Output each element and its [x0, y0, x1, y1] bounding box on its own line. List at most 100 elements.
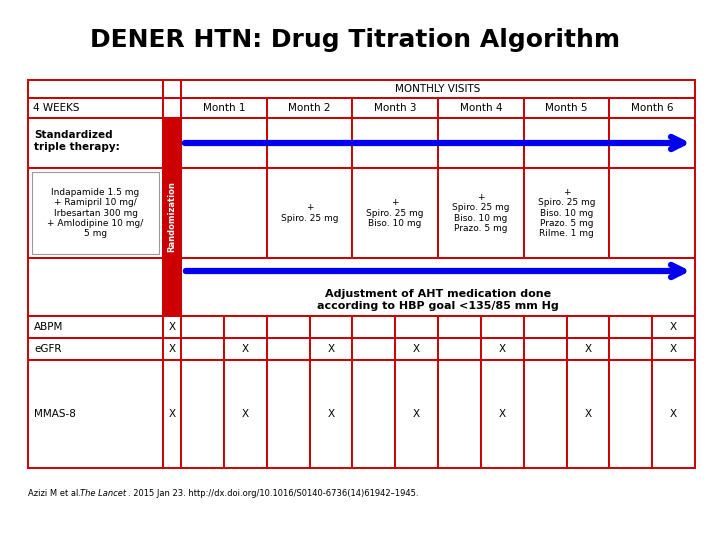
Text: X: X [328, 409, 335, 419]
Text: DENER HTN: Drug Titration Algorithm: DENER HTN: Drug Titration Algorithm [90, 28, 620, 52]
Bar [438, 118, 523, 168]
Text: X: X [585, 344, 591, 354]
Bar [310, 360, 352, 468]
Bar [609, 316, 652, 338]
Text: Month 1: Month 1 [202, 103, 245, 113]
Bar [163, 316, 181, 338]
Text: X: X [242, 344, 249, 354]
Text: Azizi M et al.: Azizi M et al. [28, 489, 84, 498]
Bar [181, 316, 224, 338]
Bar [395, 338, 438, 360]
Text: X: X [499, 409, 506, 419]
Bar [481, 316, 523, 338]
Bar [352, 338, 395, 360]
Bar [28, 98, 163, 118]
Bar [224, 360, 266, 468]
Bar [181, 168, 266, 258]
Text: +
Spiro. 25 mg
Biso. 10 mg
Prazo. 5 mg: + Spiro. 25 mg Biso. 10 mg Prazo. 5 mg [452, 193, 510, 233]
Bar [266, 360, 310, 468]
Bar [652, 338, 695, 360]
Text: Standardized
triple therapy:: Standardized triple therapy: [34, 130, 120, 152]
Text: 4 WEEKS: 4 WEEKS [33, 103, 79, 113]
Text: X: X [585, 409, 591, 419]
Bar [181, 338, 224, 360]
Bar [163, 98, 181, 118]
Bar [28, 118, 163, 168]
Bar [163, 338, 181, 360]
Bar [352, 316, 395, 338]
Bar [352, 168, 438, 258]
Bar [266, 98, 352, 118]
Bar [652, 360, 695, 468]
Text: Month 2: Month 2 [288, 103, 330, 113]
Bar [32, 172, 159, 254]
Bar [438, 98, 523, 118]
Text: X: X [413, 409, 420, 419]
Bar [28, 316, 163, 338]
Text: X: X [413, 344, 420, 354]
Bar [609, 338, 652, 360]
Bar [438, 168, 523, 258]
Bar [310, 316, 352, 338]
Bar [395, 316, 438, 338]
Bar [224, 316, 266, 338]
Bar [481, 360, 523, 468]
Bar [395, 360, 438, 468]
Bar [266, 118, 352, 168]
Text: MONTHLY VISITS: MONTHLY VISITS [395, 84, 481, 94]
Bar [28, 168, 163, 258]
Bar [567, 360, 609, 468]
Bar [523, 338, 567, 360]
Text: Month 3: Month 3 [374, 103, 416, 113]
Text: X: X [168, 322, 176, 332]
Bar [523, 316, 567, 338]
Text: X: X [499, 344, 506, 354]
Text: Indapamide 1.5 mg
+ Ramipril 10 mg/
Irbesartan 300 mg
+ Amlodipine 10 mg/
5 mg: Indapamide 1.5 mg + Ramipril 10 mg/ Irbe… [48, 188, 143, 238]
Bar [567, 338, 609, 360]
Bar [438, 360, 481, 468]
Bar [567, 316, 609, 338]
Bar [28, 360, 163, 468]
Bar [28, 258, 163, 316]
Bar [181, 360, 224, 468]
Text: X: X [328, 344, 335, 354]
Bar [481, 338, 523, 360]
Text: X: X [670, 409, 677, 419]
Text: Month 6: Month 6 [631, 103, 673, 113]
Text: The Lancet: The Lancet [80, 489, 126, 498]
Bar [28, 338, 163, 360]
Bar [266, 168, 352, 258]
Bar [438, 316, 481, 338]
Text: +
Spiro. 25 mg
Biso. 10 mg
Prazo. 5 mg
Rilme. 1 mg: + Spiro. 25 mg Biso. 10 mg Prazo. 5 mg R… [538, 188, 595, 238]
Text: X: X [670, 344, 677, 354]
Text: +
Spiro. 25 mg
Biso. 10 mg: + Spiro. 25 mg Biso. 10 mg [366, 198, 424, 228]
Text: X: X [168, 409, 176, 419]
Bar [181, 118, 266, 168]
Bar [352, 118, 438, 168]
Text: Adjustment of AHT medication done
according to HBP goal <135/85 mm Hg: Adjustment of AHT medication done accord… [317, 289, 559, 311]
Bar [523, 98, 609, 118]
Bar [352, 98, 438, 118]
Bar [266, 338, 310, 360]
Bar [266, 316, 310, 338]
Bar [181, 80, 695, 98]
Text: ABPM: ABPM [34, 322, 63, 332]
Bar [352, 360, 395, 468]
Text: MMAS-8: MMAS-8 [34, 409, 76, 419]
Bar [163, 80, 181, 98]
Text: Month 4: Month 4 [459, 103, 502, 113]
Bar [181, 98, 266, 118]
Text: eGFR: eGFR [34, 344, 61, 354]
Bar [609, 118, 695, 168]
Text: +
Spiro. 25 mg: + Spiro. 25 mg [281, 203, 338, 222]
Text: X: X [242, 409, 249, 419]
Bar [523, 118, 609, 168]
Text: . 2015 Jan 23. http://dx.doi.org/10.1016/S0140-6736(14)61942–1945.: . 2015 Jan 23. http://dx.doi.org/10.1016… [128, 489, 418, 498]
Text: X: X [168, 344, 176, 354]
Bar [28, 80, 163, 98]
Bar [438, 338, 481, 360]
Bar [523, 168, 609, 258]
Bar [163, 118, 181, 316]
Bar [163, 360, 181, 468]
Text: Randomization: Randomization [168, 181, 176, 252]
